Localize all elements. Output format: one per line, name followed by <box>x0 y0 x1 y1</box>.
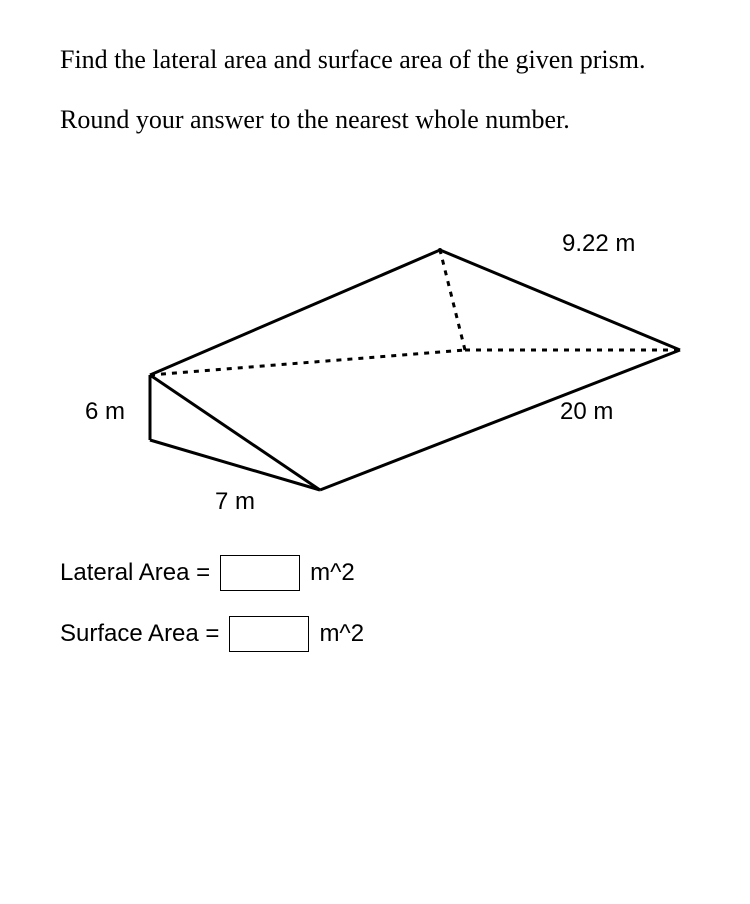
prism-diagram: 6 m 7 m 9.22 m 20 m <box>60 160 690 530</box>
vertex-top <box>438 248 442 252</box>
dim-length: 20 m <box>560 398 613 426</box>
dim-base: 7 m <box>215 488 255 516</box>
edge-top-left <box>150 250 440 375</box>
prism-svg <box>60 160 690 530</box>
page-container: Find the lateral area and surface area o… <box>0 0 750 904</box>
surface-area-row: Surface Area = m^2 <box>60 616 700 652</box>
edge-front-bottom <box>150 440 320 490</box>
lateral-unit: m^2 <box>310 559 355 587</box>
lateral-area-input[interactable] <box>220 555 300 591</box>
question-text: Find the lateral area and surface area o… <box>60 30 700 150</box>
dim-hypotenuse: 9.22 m <box>562 230 635 258</box>
edge-hidden-3 <box>440 250 465 350</box>
surface-unit: m^2 <box>319 620 364 648</box>
lateral-area-row: Lateral Area = m^2 <box>60 555 700 591</box>
dim-height: 6 m <box>85 398 125 426</box>
surface-label: Surface Area = <box>60 620 219 648</box>
edge-front-hyp <box>150 375 320 490</box>
surface-area-input[interactable] <box>229 616 309 652</box>
lateral-label: Lateral Area = <box>60 559 210 587</box>
edge-bottom-right <box>320 350 680 490</box>
edge-back-hyp <box>440 250 680 350</box>
